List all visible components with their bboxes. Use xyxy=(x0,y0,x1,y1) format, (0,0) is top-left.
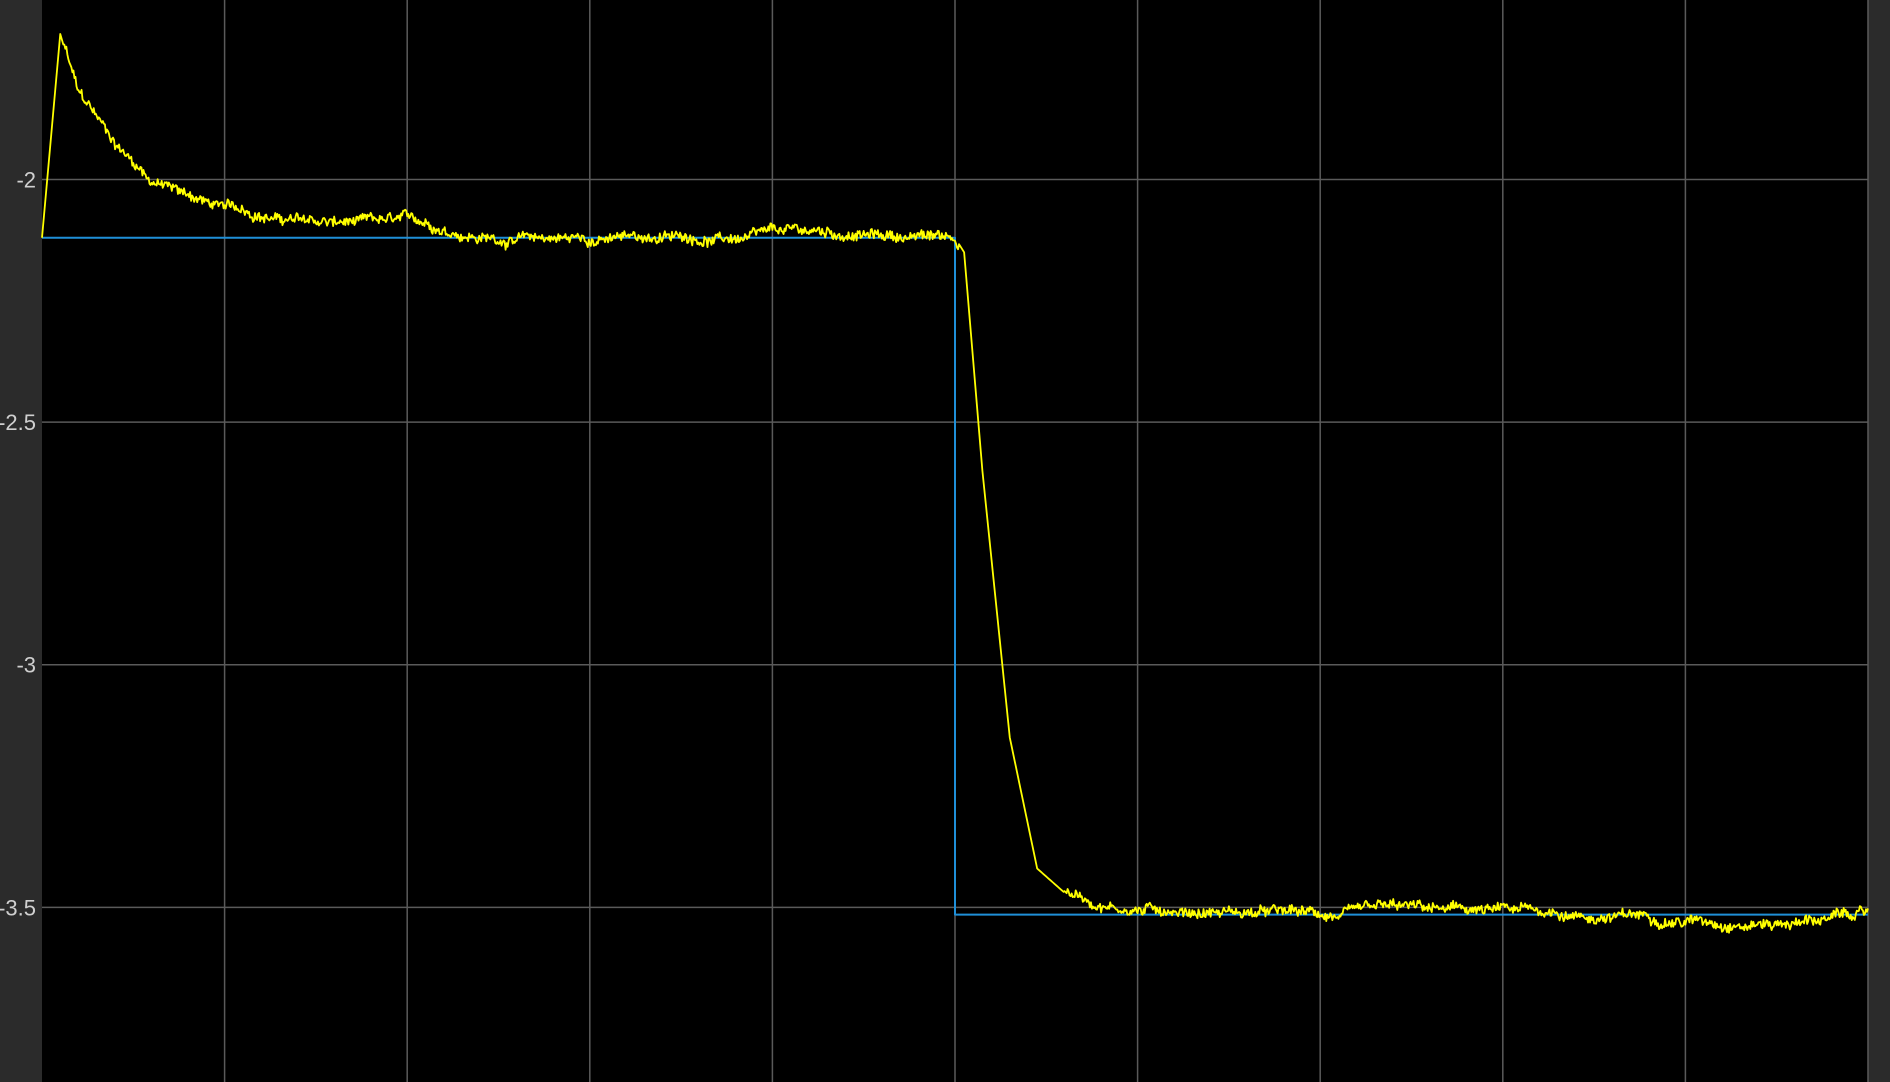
series-layer xyxy=(41,33,1869,934)
y-tick-label: -2 xyxy=(16,168,36,193)
y-tick-label: -3 xyxy=(16,653,36,678)
reference-line xyxy=(42,236,1868,916)
x-gridlines xyxy=(223,0,1869,1082)
y-tick-label: -2.5 xyxy=(0,410,36,435)
y-tick-labels: -2 -2.5 -3 -3.5 xyxy=(0,168,36,921)
y-tick-label: -3.5 xyxy=(0,895,36,920)
measured-line xyxy=(41,33,1869,934)
